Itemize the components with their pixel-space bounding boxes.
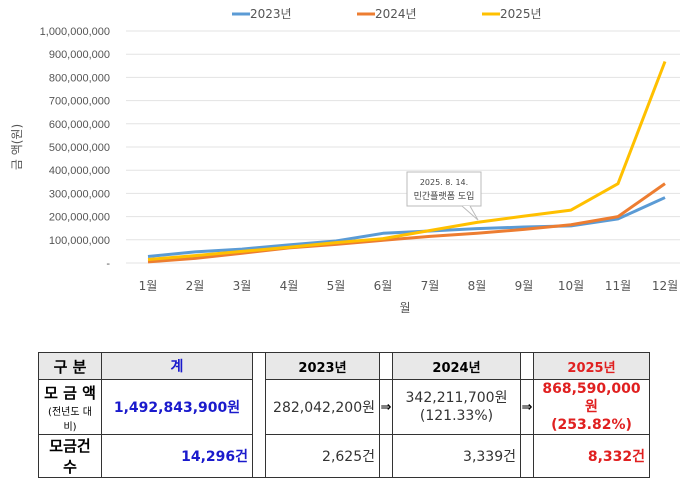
x-tick-label: 11월 — [605, 279, 631, 293]
spacer — [379, 434, 393, 478]
x-tick-label: 2월 — [186, 279, 205, 293]
spacer — [379, 352, 393, 380]
x-tick-label: 4월 — [280, 279, 299, 293]
x-tick-label: 6월 — [374, 279, 393, 293]
y-tick-label: 100,000,000 — [49, 235, 110, 247]
count-label: 모금건수 — [38, 434, 102, 478]
x-tick-label: 7월 — [421, 279, 440, 293]
header-category: 구 분 — [38, 352, 102, 380]
header-2023: 2023년 — [265, 352, 380, 380]
annotation-text: 민간플랫폼 도입 — [414, 190, 475, 202]
series-line-2024년 — [147, 182, 666, 264]
y-tick-label: 300,000,000 — [49, 188, 110, 200]
legend-label: 2024년 — [375, 7, 417, 21]
header-total: 계 — [101, 352, 253, 380]
header-2025: 2025년 — [533, 352, 650, 380]
spacer — [520, 352, 534, 380]
x-tick-label: 9월 — [515, 279, 534, 293]
arrow-icon: ⇒ — [379, 379, 393, 435]
annotation-box — [406, 171, 482, 207]
spacer — [252, 352, 266, 478]
count-2025: 8,332건 — [533, 434, 650, 478]
amount-2025: 868,590,000원 (253.82%) — [533, 379, 650, 435]
x-tick-label: 3월 — [233, 279, 252, 293]
amount-2023: 282,042,200원 — [265, 379, 380, 435]
x-tick-label: 12월 — [652, 279, 678, 293]
amount-total: 1,492,843,900원 — [101, 379, 253, 435]
x-tick-label: 8월 — [468, 279, 487, 293]
x-tick-label: 5월 — [327, 279, 346, 293]
amount-2024: 342,211,700원 (121.33%) — [392, 379, 521, 435]
legend-label: 2023년 — [250, 7, 292, 21]
x-axis-label: 월 — [399, 301, 410, 315]
y-tick-label: 800,000,000 — [49, 72, 110, 84]
y-tick-label: 600,000,000 — [49, 119, 110, 131]
y-tick-label: 700,000,000 — [49, 96, 110, 108]
spacer — [520, 434, 534, 478]
count-total: 14,296건 — [101, 434, 253, 478]
y-tick-label: 500,000,000 — [49, 142, 110, 154]
x-tick-label: 10월 — [558, 279, 584, 293]
line-chart: - 100,000,000 200,000,000 300,000,000 400,00… — [10, 7, 680, 315]
count-2024: 3,339건 — [392, 434, 521, 478]
y-tick-label: 200,000,000 — [49, 212, 110, 224]
annotation-pointer — [461, 205, 479, 221]
legend-label: 2025년 — [500, 7, 542, 21]
series-line-2025년 — [147, 60, 667, 262]
annotation-date: 2025. 8. 14. — [420, 178, 468, 187]
y-tick-label: 900,000,000 — [49, 49, 110, 61]
arrow-icon: ⇒ — [520, 379, 534, 435]
y-tick-label: 400,000,000 — [49, 165, 110, 177]
y-axis-label: 금 액(원) — [10, 124, 24, 170]
header-2024: 2024년 — [392, 352, 521, 380]
amount-label: 모 금 액 (전년도 대비) — [38, 379, 102, 435]
y-tick-label: 1,000,000,000 — [40, 26, 110, 38]
count-2023: 2,625건 — [265, 434, 380, 478]
summary-table: 구 분 계 2023년 2024년 2025년 모 금 액 (전년도 대비) 1,… — [38, 352, 650, 478]
y-tick-label: - — [106, 258, 110, 270]
x-tick-label: 1월 — [139, 279, 158, 293]
